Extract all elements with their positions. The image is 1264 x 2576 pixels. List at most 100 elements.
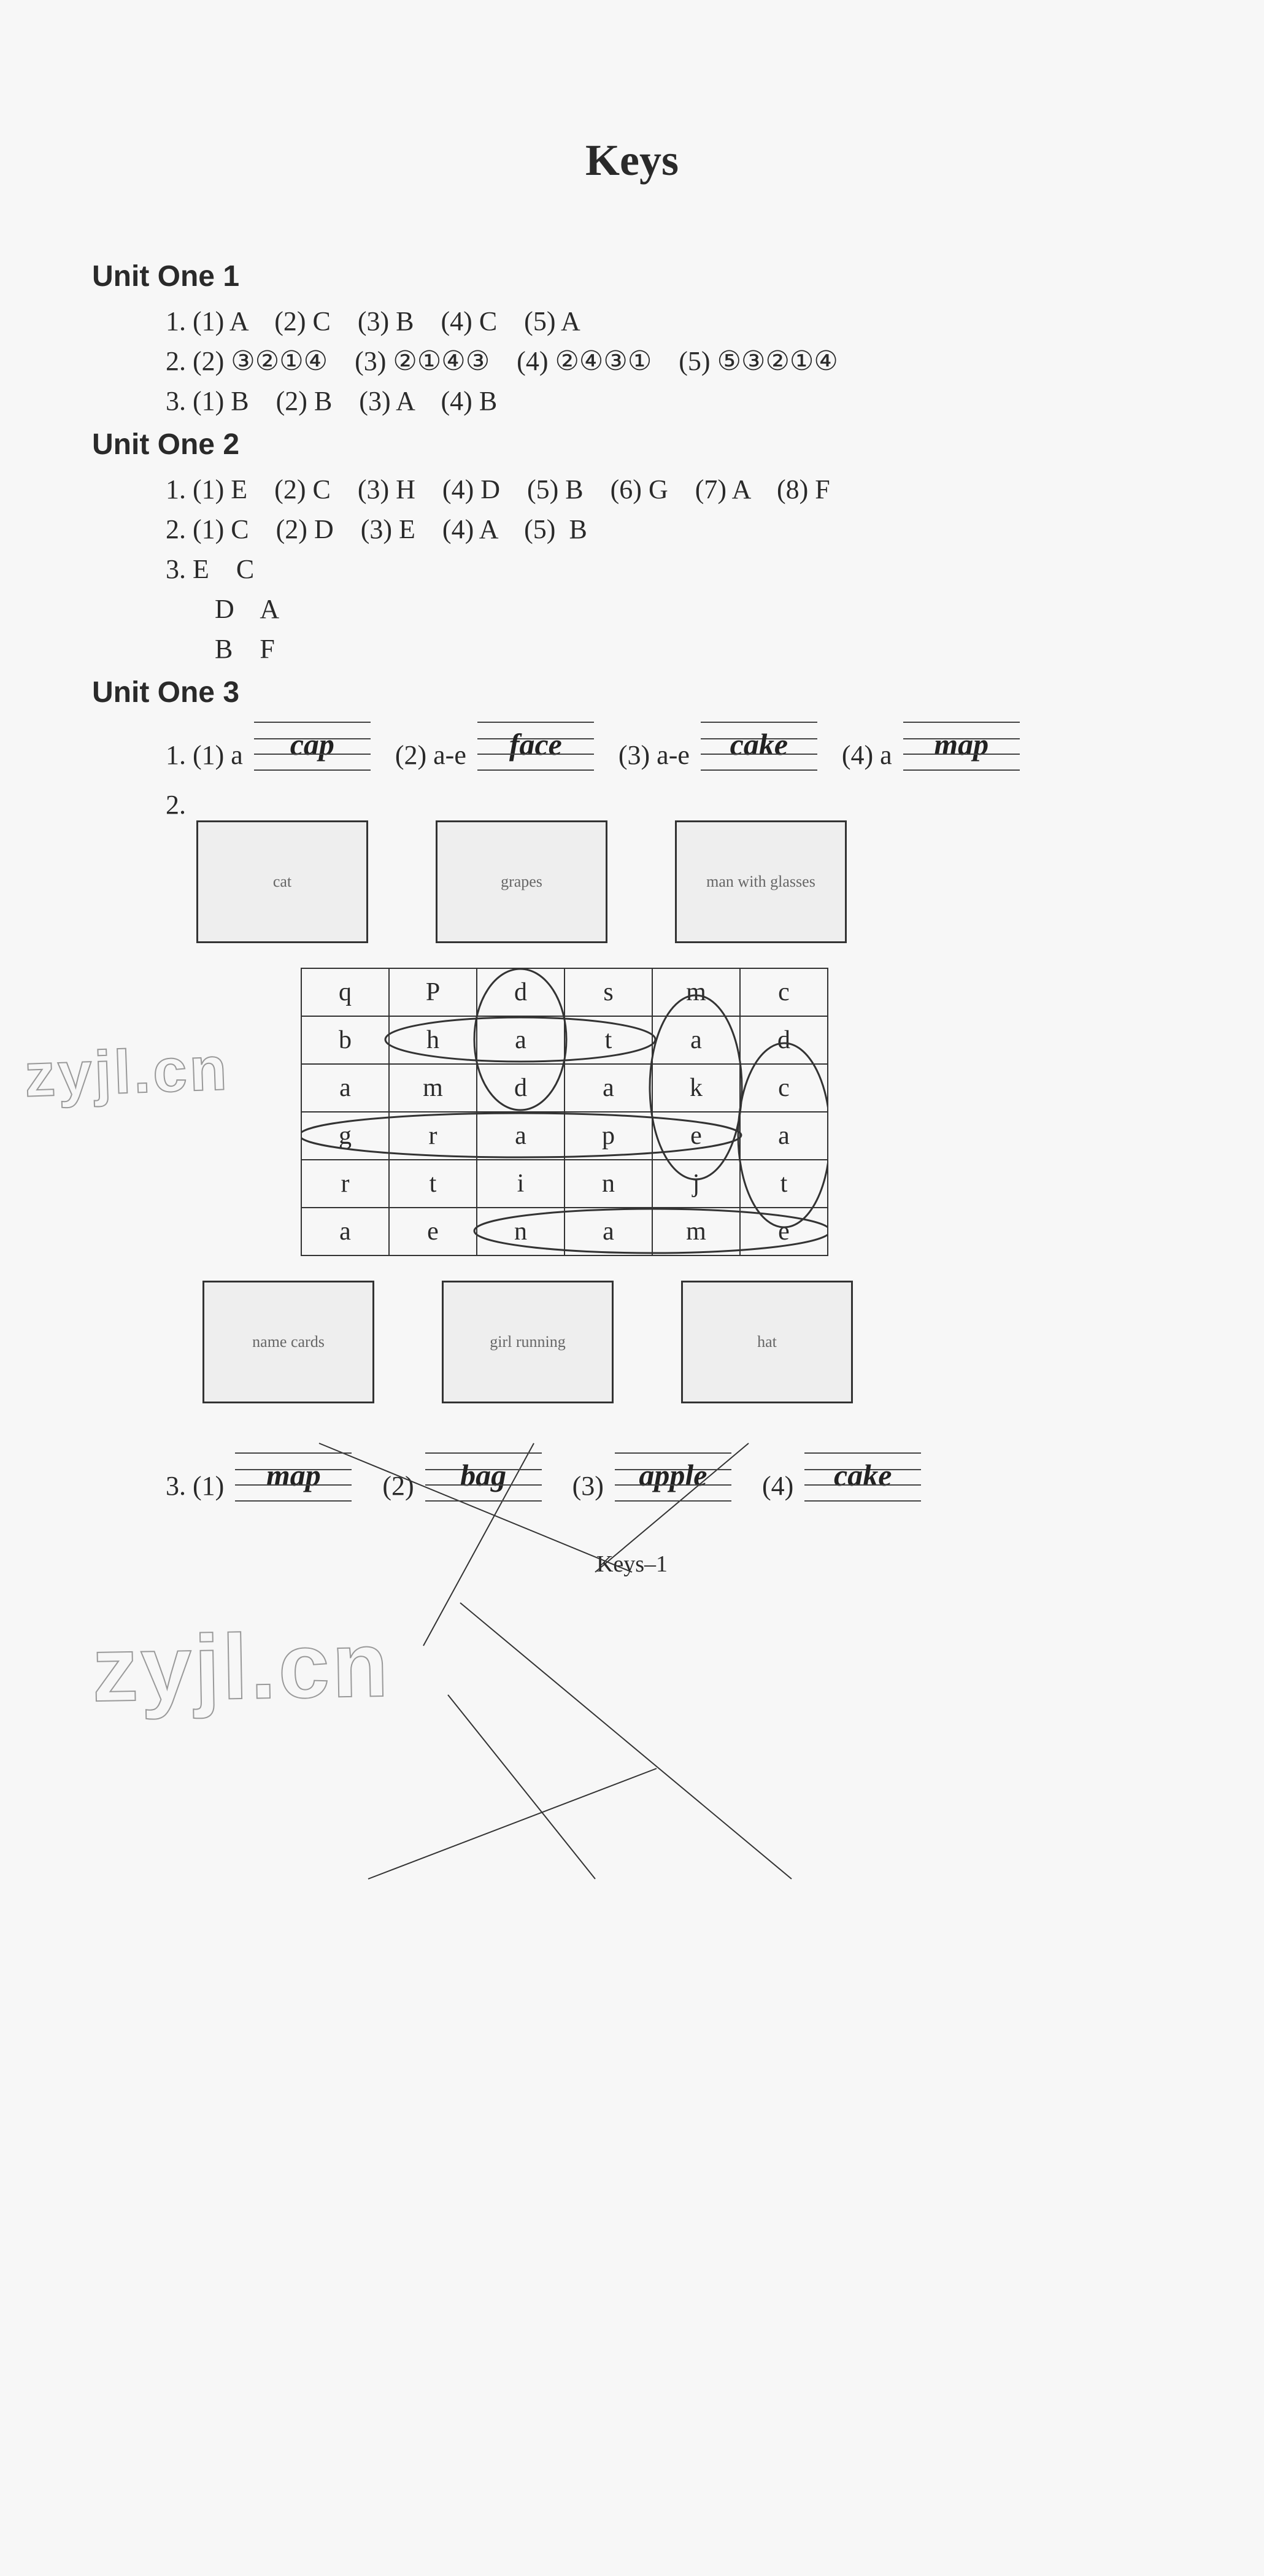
grid-cell: a xyxy=(565,1064,652,1112)
grid-cell: d xyxy=(477,968,565,1016)
writing-line: map xyxy=(903,722,1020,771)
grid-cell: s xyxy=(565,968,652,1016)
grid-cell: n xyxy=(565,1160,652,1208)
grid-cell: q xyxy=(301,968,389,1016)
grid-cell: r xyxy=(301,1160,389,1208)
answer-line: D A xyxy=(215,593,1172,625)
answer-line: B F xyxy=(215,633,1172,665)
writing-line: apple xyxy=(615,1452,731,1502)
q1-item: 1. (1) a cap xyxy=(166,722,371,771)
image-placeholder: man with glasses xyxy=(706,873,815,891)
grid-cell: t xyxy=(740,1160,828,1208)
grid-row: r t i n j t xyxy=(301,1160,828,1208)
image-box: hat xyxy=(681,1281,853,1403)
unit-heading: Unit One 2 xyxy=(92,428,1172,461)
letter-grid-wrap: q P d s m c b h a t a d xyxy=(301,968,828,1256)
image-placeholder: girl running xyxy=(490,1333,566,1351)
handwritten-word: map xyxy=(903,727,1020,762)
grid-cell: a xyxy=(301,1064,389,1112)
grid-cell: r xyxy=(389,1112,477,1160)
handwritten-word: cap xyxy=(254,727,371,762)
q3-row: 3. (1) map (2) bag (3) apple (4) cake xyxy=(166,1452,1172,1502)
image-box: name cards xyxy=(202,1281,374,1403)
q1-item: (3) a-e cake xyxy=(619,722,817,771)
q3-item: 3. (1) map xyxy=(166,1452,352,1502)
handwritten-word: face xyxy=(477,727,594,762)
grid-cell: b xyxy=(301,1016,389,1064)
q1-item: (4) a map xyxy=(842,722,1020,771)
answer-line: 2. (2) ③②①④ (3) ②①④③ (4) ②④③① (5) ⑤③②①④ xyxy=(166,345,1172,377)
q2-block: 2. cat grapes man with glasses xyxy=(166,789,1172,1403)
q1-item: (2) a-e face xyxy=(395,722,594,771)
grid-cell: a xyxy=(652,1016,740,1064)
watermark: zyjl.cn xyxy=(91,1611,391,1722)
grid-row: b h a t a d xyxy=(301,1016,828,1064)
answer-line: 1. (1) A (2) C (3) B (4) C (5) A xyxy=(166,306,1172,337)
page-footer: Keys–1 xyxy=(92,1551,1172,1578)
q1-label: (4) a xyxy=(842,739,892,771)
page-content: Keys Unit One 1 1. (1) A (2) C (3) B (4)… xyxy=(92,135,1172,1578)
grid-cell: j xyxy=(652,1160,740,1208)
writing-line: cap xyxy=(254,722,371,771)
handwritten-word: cake xyxy=(804,1457,921,1493)
image-box: cat xyxy=(196,820,368,943)
unit-heading: Unit One 1 xyxy=(92,260,1172,293)
q3-item: (4) cake xyxy=(762,1452,921,1502)
grid-row: g r a p e a xyxy=(301,1112,828,1160)
unit-one-2: Unit One 2 1. (1) E (2) C (3) H (4) D (5… xyxy=(92,428,1172,665)
grid-cell: P xyxy=(389,968,477,1016)
grid-cell: e xyxy=(652,1112,740,1160)
q3-label: 3. (1) xyxy=(166,1470,224,1502)
q1-label: (2) a-e xyxy=(395,739,466,771)
image-placeholder: name cards xyxy=(252,1333,325,1351)
watermark: zyjl.cn xyxy=(23,1033,230,1111)
unit-one-1: Unit One 1 1. (1) A (2) C (3) B (4) C (5… xyxy=(92,260,1172,417)
grid-cell: a xyxy=(477,1016,565,1064)
grid-cell: e xyxy=(740,1208,828,1255)
grid-cell: e xyxy=(389,1208,477,1255)
grid-row: q P d s m c xyxy=(301,968,828,1016)
writing-line: map xyxy=(235,1452,352,1502)
handwritten-word: apple xyxy=(615,1457,731,1493)
grid-cell: k xyxy=(652,1064,740,1112)
grid-cell: d xyxy=(740,1016,828,1064)
image-box: girl running xyxy=(442,1281,614,1403)
q3-label: (4) xyxy=(762,1470,793,1502)
unit-one-3: Unit One 3 1. (1) a cap (2) a-e face (3)… xyxy=(92,676,1172,1502)
image-placeholder: hat xyxy=(757,1333,777,1351)
answer-line: 3. (1) B (2) B (3) A (4) B xyxy=(166,385,1172,417)
grid-row: a e n a m e xyxy=(301,1208,828,1255)
image-placeholder: cat xyxy=(273,873,291,891)
writing-line: bag xyxy=(425,1452,542,1502)
unit-heading: Unit One 3 xyxy=(92,676,1172,709)
writing-line: face xyxy=(477,722,594,771)
grid-cell: a xyxy=(477,1112,565,1160)
image-box: grapes xyxy=(436,820,607,943)
answer-line: 1. (1) E (2) C (3) H (4) D (5) B (6) G (… xyxy=(166,474,1172,505)
image-box: man with glasses xyxy=(675,820,847,943)
q1-label: (3) a-e xyxy=(619,739,690,771)
image-row-top: cat grapes man with glasses xyxy=(196,820,1172,943)
grid-cell: p xyxy=(565,1112,652,1160)
writing-line: cake xyxy=(804,1452,921,1502)
grid-cell: m xyxy=(652,968,740,1016)
grid-cell: m xyxy=(389,1064,477,1112)
grid-cell: n xyxy=(477,1208,565,1255)
image-placeholder: grapes xyxy=(501,873,542,891)
letter-grid: q P d s m c b h a t a d xyxy=(301,968,828,1256)
grid-cell: c xyxy=(740,968,828,1016)
grid-cell: h xyxy=(389,1016,477,1064)
grid-cell: t xyxy=(389,1160,477,1208)
q3-item: (3) apple xyxy=(572,1452,731,1502)
q3-label: (2) xyxy=(382,1470,414,1502)
answer-line: 3. E C xyxy=(166,553,1172,585)
grid-cell: a xyxy=(740,1112,828,1160)
answer-line: 2. (1) C (2) D (3) E (4) A (5) B xyxy=(166,514,1172,545)
q1-label: 1. (1) a xyxy=(166,739,243,771)
grid-cell: g xyxy=(301,1112,389,1160)
q1-row: 1. (1) a cap (2) a-e face (3) a-e cake (… xyxy=(166,722,1172,771)
grid-cell: d xyxy=(477,1064,565,1112)
image-row-bottom: name cards girl running hat xyxy=(202,1281,1172,1403)
grid-cell: a xyxy=(565,1208,652,1255)
page-title: Keys xyxy=(92,135,1172,186)
